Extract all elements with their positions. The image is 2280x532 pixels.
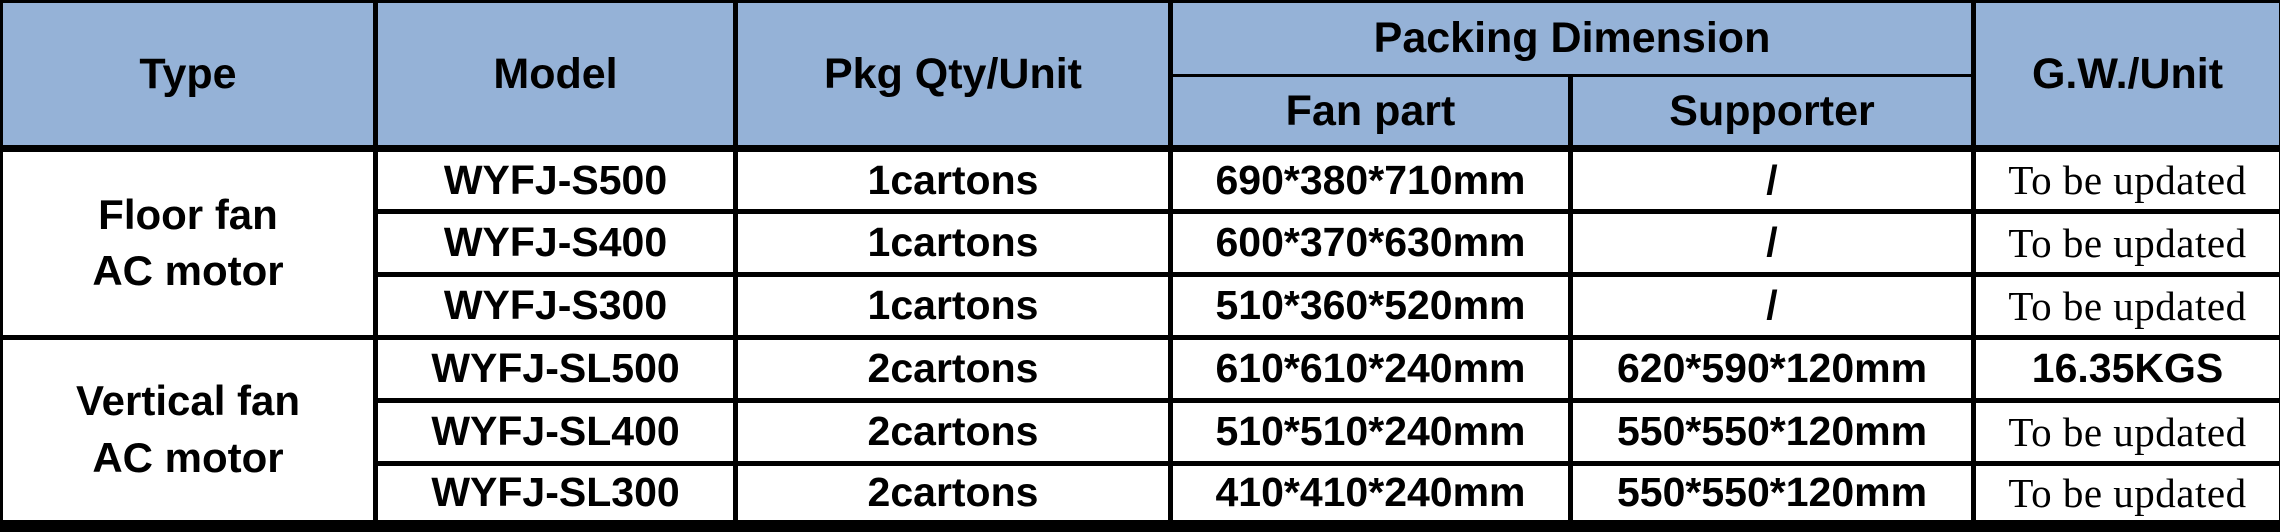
col-header-pkg-qty: Pkg Qty/Unit — [733, 0, 1173, 152]
supporter-cell: / — [1567, 271, 1977, 340]
table-row-wyfj-s400: WYFJ-S400 1cartons 600*370*630mm / To be… — [2, 208, 2280, 277]
type-line-2: AC motor — [92, 433, 284, 481]
gw-cell: To be updated — [1971, 271, 2280, 340]
supporter-cell: 550*550*120mm — [1567, 397, 1977, 466]
col-header-fan-part: Fan part — [1168, 74, 1573, 152]
col-header-supporter: Supporter — [1567, 74, 1977, 152]
table-row-wyfj-s500: Floor fan AC motor WYFJ-S500 1cartons 69… — [0, 146, 2280, 340]
model-cell: WYFJ-SL500 — [373, 334, 738, 403]
fan-part-cell: 510*510*240mm — [1168, 397, 1573, 466]
pkg-qty-cell: 2cartons — [733, 460, 1173, 529]
type-cell-floor-fan: Floor fan AC motor — [0, 146, 378, 340]
fan-part-cell: 610*610*240mm — [1168, 334, 1573, 403]
pkg-qty-cell: 2cartons — [733, 397, 1173, 466]
supporter-cell: 620*590*120mm — [1567, 334, 1977, 403]
pkg-qty-cell: 2cartons — [733, 334, 1173, 403]
col-header-packing-dimension: Packing Dimension — [1167, 0, 1977, 77]
col-header-model: Model — [373, 0, 738, 152]
supporter-cell: / — [1567, 208, 1977, 277]
model-cell: WYFJ-S500 — [373, 146, 738, 214]
model-cell: WYFJ-SL400 — [373, 397, 738, 466]
model-cell: WYFJ-SL300 — [373, 460, 738, 529]
table-row-wyfj-sl400: WYFJ-SL400 2cartons 510*510*240mm 550*55… — [2, 397, 2280, 466]
type-cell-vertical-fan: Vertical fan AC motor — [0, 334, 378, 529]
fan-part-cell: 600*370*630mm — [1168, 208, 1573, 277]
pkg-qty-cell: 1cartons — [733, 208, 1173, 277]
supporter-cell: 550*550*120mm — [1567, 460, 1977, 529]
fan-part-cell: 690*380*710mm — [1168, 146, 1573, 214]
pkg-qty-cell: 1cartons — [733, 146, 1173, 214]
fan-part-cell: 510*360*520mm — [1168, 271, 1573, 340]
col-header-gw-unit: G.W./Unit — [1971, 0, 2280, 152]
pkg-qty-cell: 1cartons — [733, 271, 1173, 340]
table-row-wyfj-sl300: WYFJ-SL300 2cartons 410*410*240mm 550*55… — [2, 460, 2280, 529]
gw-cell: To be updated — [1971, 146, 2280, 214]
header-row-1: Type Model Pkg Qty/Unit Packing Dimensio… — [0, 0, 2280, 152]
fan-part-cell: 410*410*240mm — [1168, 460, 1573, 529]
gw-cell: To be updated — [1971, 208, 2280, 277]
type-line-1: Floor fan — [98, 190, 278, 238]
table-row-wyfj-sl500: Vertical fan AC motor WYFJ-SL500 2carton… — [0, 334, 2280, 529]
type-line-2: AC motor — [92, 247, 284, 295]
gw-cell: To be updated — [1971, 397, 2280, 466]
supporter-cell: / — [1567, 146, 1977, 214]
header-row-2: Fan part Supporter — [2, 74, 2280, 152]
gw-cell: To be updated — [1971, 460, 2280, 529]
col-header-type: Type — [0, 0, 378, 152]
type-line-1: Vertical fan — [75, 377, 301, 425]
model-cell: WYFJ-S400 — [373, 208, 738, 277]
table-row-wyfj-s300: WYFJ-S300 1cartons 510*360*520mm / To be… — [2, 271, 2280, 340]
model-cell: WYFJ-S300 — [373, 271, 738, 340]
gw-cell: 16.35KGS — [1971, 334, 2280, 403]
